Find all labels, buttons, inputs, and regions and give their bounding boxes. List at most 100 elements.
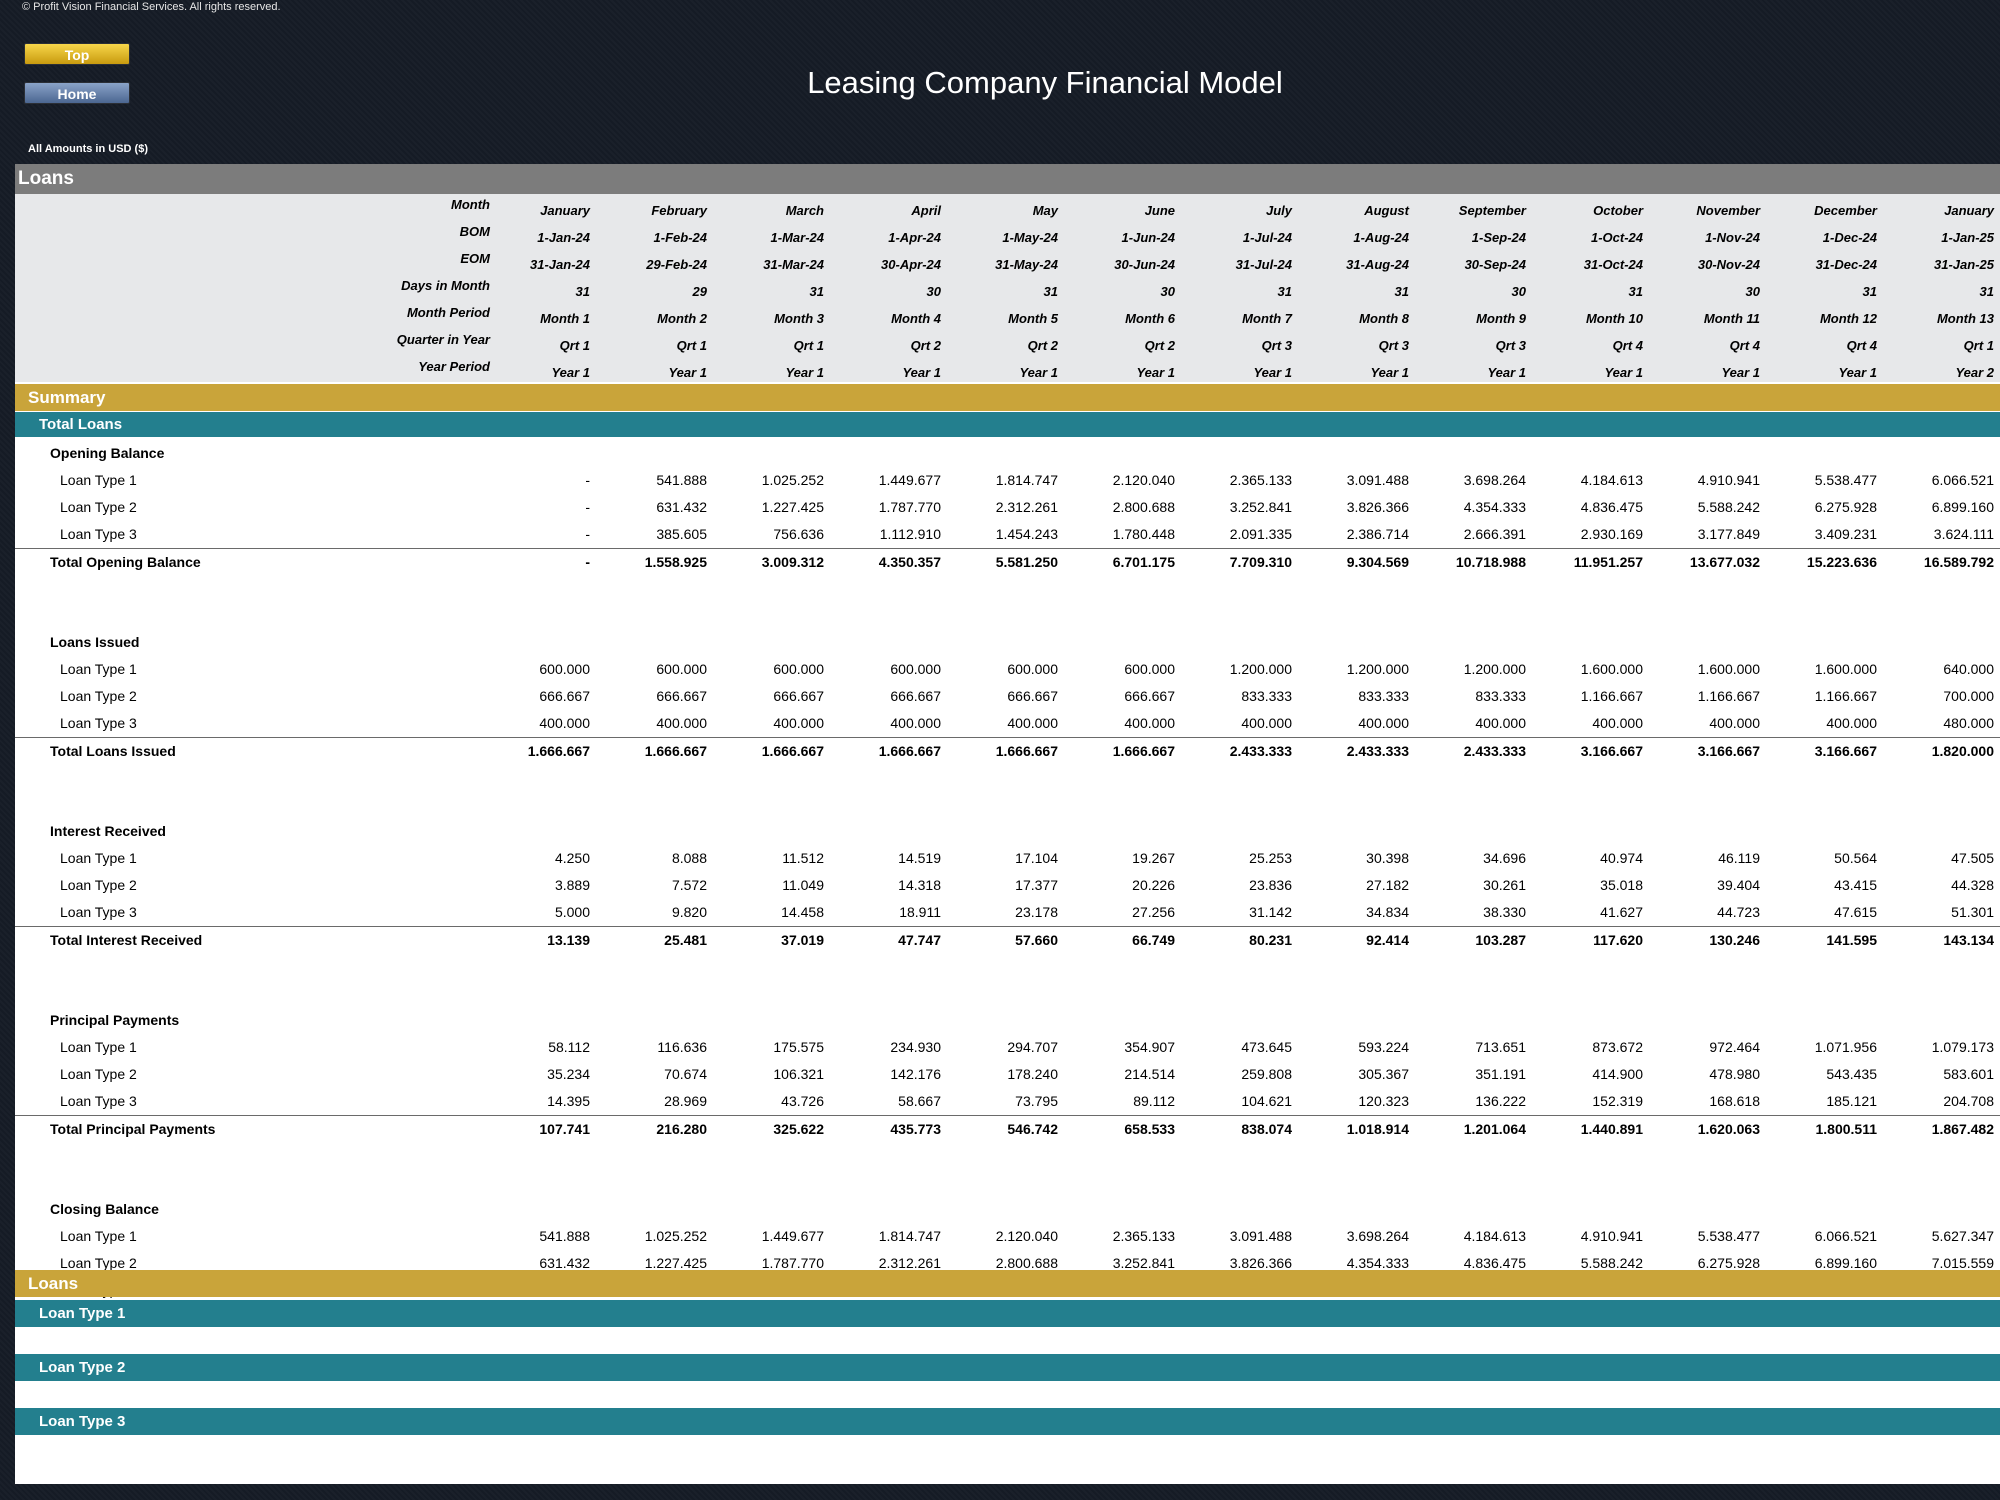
cell-value: 1.200.000 [1346,661,1409,677]
cell-value: 70.674 [664,1066,707,1082]
cell-value: 47.747 [898,932,941,948]
spreadsheet-area: Loans Month January February March April May J… [15,164,2000,1484]
header-row: EOM 31-Jan-24 29-Feb-24 31-Mar-24 30-Apr-24 3… [15,251,2000,278]
cell-value: 1.025.252 [761,472,824,488]
cell-value: 214.514 [1124,1066,1175,1082]
cell-value: 3.826.366 [1346,499,1409,515]
cell-value: 1.600.000 [1580,661,1643,677]
cell-value: - [585,472,590,488]
cell-value: 1-Sep-24 [1471,230,1526,245]
cell-value: 1-Jul-24 [1242,230,1292,245]
table-row: Loan Type 1 600.000 600.000 600.000 600.000 6… [15,656,2000,683]
table-row: Loan Type 1 58.112 116.636 175.575 234.930 29… [15,1034,2000,1061]
cell-value: 600.000 [890,661,941,677]
cell-value: Month 11 [1703,311,1760,326]
cell-value: Year 1 [1019,365,1058,380]
cell-value: 142.176 [890,1066,941,1082]
cell-value: Month 5 [1008,311,1058,326]
cell-value: 414.900 [1592,1066,1643,1082]
cell-value: April [911,203,941,218]
cell-value: 2.120.040 [1112,472,1175,488]
cell-value: June [1144,203,1175,218]
cell-value: - [585,499,590,515]
cell-value: 31 [1979,284,1994,299]
cell-value: 31 [1394,284,1409,299]
cell-value: Month 13 [1936,311,1994,326]
cell-value: Qrt 2 [910,338,941,353]
cell-value: 631.432 [656,499,707,515]
cell-value: 1.620.063 [1697,1121,1760,1137]
cell-value: 2.386.714 [1346,526,1409,542]
cell-value: 35.018 [1600,877,1643,893]
cell-value: 6.899.160 [1931,499,1994,515]
cell-value: 3.826.366 [1229,1255,1292,1271]
cell-value: 1.071.956 [1814,1039,1877,1055]
section-title: Opening Balance [15,440,2000,467]
cell-value: 31 [1043,284,1058,299]
cell-value: 3.698.264 [1463,472,1526,488]
cell-value: 31-Jan-24 [530,257,590,272]
cell-value: 400.000 [1709,715,1760,731]
row-label: Interest Received [50,823,166,839]
cell-value: 1.814.747 [995,472,1058,488]
cell-value: 400.000 [1826,715,1877,731]
cell-value: 6.275.928 [1697,1255,1760,1271]
cell-value: Month 7 [1242,311,1292,326]
cell-value: 10.718.988 [1455,554,1526,570]
cell-value: 1-Dec-24 [1822,230,1877,245]
cell-value: Year 1 [668,365,707,380]
row-label: Year Period [418,359,490,374]
cell-value: 31-Oct-24 [1583,257,1643,272]
home-button[interactable]: Home [24,82,130,104]
cell-value: 1.666.667 [761,743,824,759]
cell-value: 204.708 [1943,1093,1994,1109]
cell-value: 30 [1511,284,1526,299]
cell-value: 13.139 [547,932,590,948]
cell-value: 1.449.677 [878,472,941,488]
cell-value: 30-Apr-24 [881,257,941,272]
cell-value: 3.166.667 [1580,743,1643,759]
cell-value: 185.121 [1826,1093,1877,1109]
cell-value: 2.666.391 [1463,526,1526,542]
cell-value: 5.627.347 [1931,1228,1994,1244]
cell-value: 1.018.914 [1346,1121,1409,1137]
cell-value: 2.433.333 [1346,743,1409,759]
cell-value: 480.000 [1943,715,1994,731]
row-label: Loan Type 2 [60,877,137,893]
cell-value: 44.328 [1951,877,1994,893]
table-row: Loan Type 1 - 541.888 1.025.252 1.449.677 1.8… [15,467,2000,494]
cell-value: Month 3 [774,311,824,326]
cell-value: 1.201.064 [1463,1121,1526,1137]
cell-value: 136.222 [1475,1093,1526,1109]
cell-value: 593.224 [1358,1039,1409,1055]
cell-value: 1.166.667 [1580,688,1643,704]
cell-value: 30.261 [1483,877,1526,893]
cell-value: 152.319 [1592,1093,1643,1109]
cell-value: 4.184.613 [1580,472,1643,488]
cell-value: 5.588.242 [1697,499,1760,515]
cell-value: October [1593,203,1643,218]
loan-type-band: Loan Type 3 [15,1408,2000,1435]
header-row: Month January February March April May June Jul… [15,197,2000,224]
cell-value: 1.666.667 [995,743,1058,759]
cell-value: 58.667 [898,1093,941,1109]
row-label: Opening Balance [50,445,165,461]
cell-value: 1.600.000 [1814,661,1877,677]
cell-value: 31 [1862,284,1877,299]
cell-value: 2.800.688 [995,1255,1058,1271]
total-row: Total Principal Payments 107.741 216.280 32… [15,1115,2000,1143]
cell-value: 1-Apr-24 [888,230,941,245]
row-label: Total Opening Balance [50,554,201,570]
total-row: Total Loans Issued 1.666.667 1.666.667 1.66… [15,737,2000,765]
cell-value: 5.538.477 [1814,472,1877,488]
loan-type-band: Loan Type 1 [15,1300,2000,1327]
top-button[interactable]: Top [24,43,130,65]
row-label: Closing Balance [50,1201,159,1217]
cell-value: 117.620 [1593,932,1643,948]
cell-value: 66.749 [1132,932,1175,948]
cell-value: 3.624.111 [1933,526,1994,542]
cell-value: 873.672 [1592,1039,1643,1055]
cell-value: 31 [1628,284,1643,299]
cell-value: 541.888 [539,1228,590,1244]
cell-value: 30 [1160,284,1175,299]
